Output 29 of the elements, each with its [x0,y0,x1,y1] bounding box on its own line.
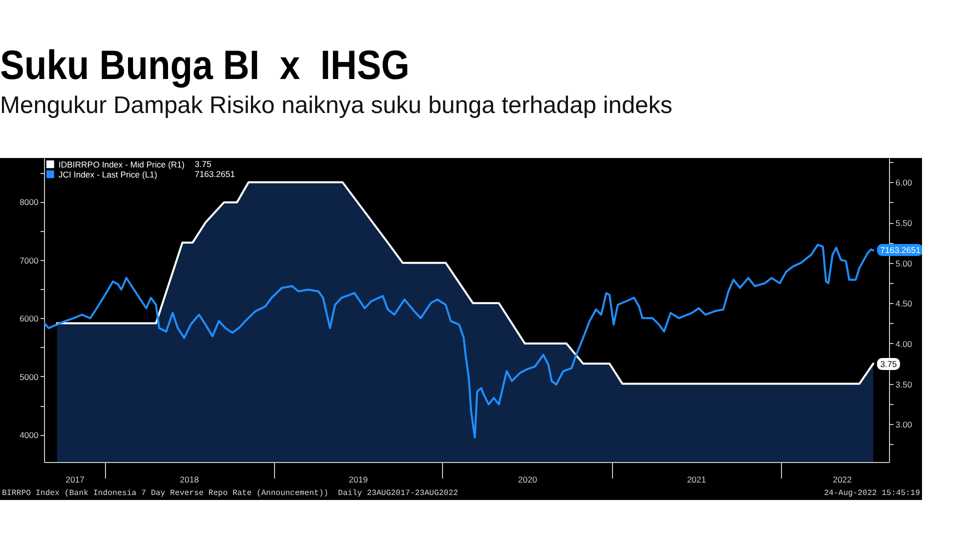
x-tick-label: 2021 [687,474,706,484]
y2-tick-label: 4.50 [896,298,912,309]
text: BIRRPO Index (Bank Indonesia 7 Day Reverse Repo Rate (Announcement)) Daily 23AUG2017-23AUG2022 [2,489,458,499]
x-tick-label: 2020 [518,474,538,484]
y2-tick-label: 6.00 [896,178,912,188]
chart-title: Suku Bunga BI x IHSG [0,42,410,88]
x-tick-label: 2018 [180,474,200,484]
text: 7163.2651 [194,169,235,180]
y-tick-label: 4000 [20,430,39,440]
data-label: 7163.2651 [880,245,920,256]
data-label: 3.75 [880,358,897,369]
legend-label: IDBIRRPO Index - Mid Price (R1) [58,159,185,170]
line-series [44,244,874,439]
y2-tick-label: 4.00 [896,338,912,349]
text: 24-Aug-2022 15:45:19 [824,489,920,499]
y-tick-label: 5000 [20,372,39,382]
x-tick-label: 2019 [348,474,368,484]
y2-tick-label: 5.00 [896,258,912,268]
y2-tick-label: 3.00 [896,420,912,430]
y-tick-label: 8000 [20,197,39,208]
y-tick-label: 6000 [20,314,39,324]
y2-tick-label: 3.50 [896,379,912,390]
x-tick-label: 2017 [66,474,85,484]
legend-label: JCI Index - Last Price (L1) [58,169,158,180]
y2-tick-label: 5.50 [896,218,912,228]
text: 3.75 [194,159,212,170]
chart-subtitle: Mengukur Dampak Risiko naiknya suku bunga terhadap indeks [0,91,672,120]
y-tick-label: 7000 [20,255,39,266]
x-tick-label: 2022 [832,474,852,484]
